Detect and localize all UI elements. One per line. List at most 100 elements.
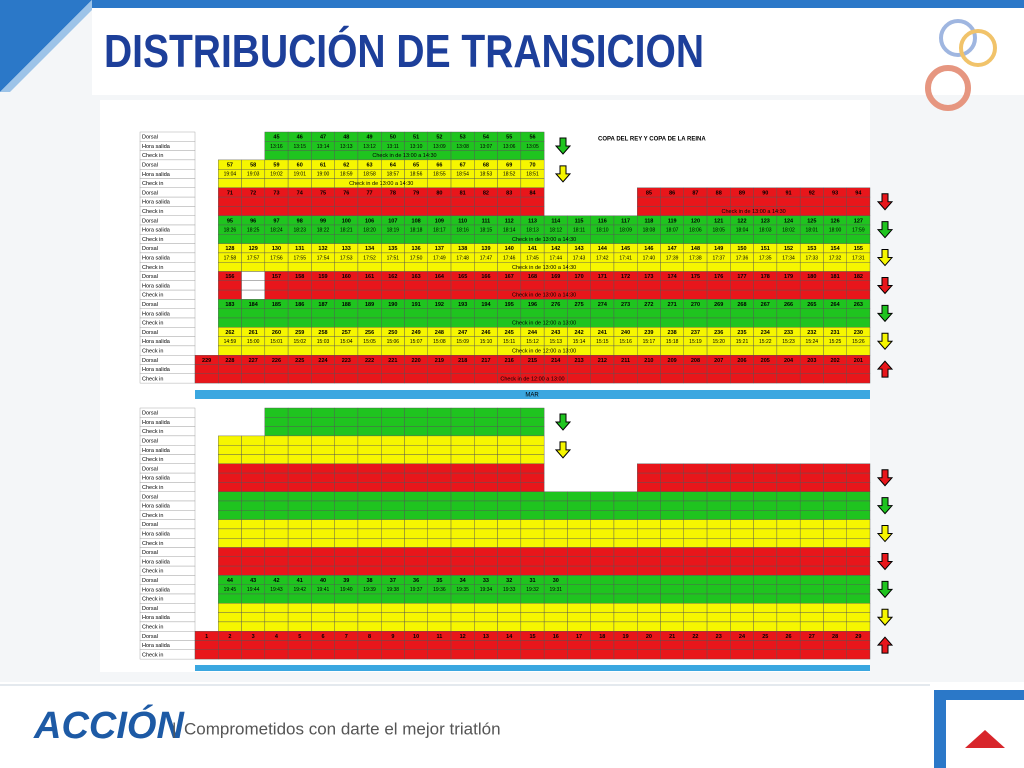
cell [520,417,545,427]
cell [218,206,242,216]
cell [311,603,335,613]
start-time: 17:37 [712,255,725,261]
cell [706,262,731,272]
cell [776,593,801,604]
dorsal: 224 [318,358,328,364]
start-time: 17:55 [293,255,306,261]
start-time: 18:21 [340,227,353,233]
dorsal: 233 [784,330,793,336]
cell [334,345,359,356]
cell [218,565,242,576]
cell [357,472,382,483]
cell [381,603,405,613]
cell [706,373,731,384]
cell [683,528,708,539]
cell [567,547,591,558]
cell [381,482,405,492]
dorsal: 221 [388,358,397,364]
cell [264,445,289,455]
cell [357,519,382,530]
cell [497,640,522,651]
cell [753,575,778,585]
dorsal: 172 [621,274,630,280]
cell [660,206,684,216]
cell [543,538,568,548]
cell [520,556,545,567]
dorsal: 210 [644,358,653,364]
cell [567,280,591,291]
dorsal: 77 [367,190,373,196]
cell [567,640,591,651]
cell [497,472,522,483]
cell [799,482,824,492]
cell [683,510,708,520]
cell [450,345,475,356]
dorsal: 217 [481,358,490,364]
cell [637,345,661,356]
cell [683,538,708,548]
cell [637,262,661,272]
dorsal: 79 [413,190,419,196]
mar-bar [195,665,870,671]
cell [427,280,452,291]
direction-arrow [554,137,572,155]
cell [637,528,661,539]
start-time: 18:08 [643,227,656,233]
row-label: Dorsal [142,330,158,336]
cell [799,575,824,585]
dorsal: 176 [714,274,723,280]
dorsal: 205 [761,358,770,364]
footer-logo [965,730,1005,748]
dorsal: 82 [483,190,489,196]
cell [311,621,335,632]
start-time: 15:25 [829,339,842,345]
cell [590,621,615,632]
dorsal: 62 [343,163,349,169]
dorsal: 150 [737,246,746,252]
dorsal: 159 [318,274,327,280]
cell [381,234,405,244]
cell [357,538,382,548]
row-label: Check in [142,485,163,491]
cell [823,510,847,520]
cell [637,584,661,595]
cell [474,317,498,328]
dorsal: 259 [295,330,304,336]
cell [311,454,335,465]
start-time: 13:05 [526,144,539,150]
cell [241,482,266,492]
cell [218,289,242,300]
cell [706,621,731,632]
start-time: 13:10 [410,144,423,150]
cell [590,317,615,328]
dorsal: 88 [716,190,722,196]
dorsal: 37 [390,578,396,584]
cell [706,289,731,300]
cell [450,547,475,558]
cell [660,262,684,272]
dorsal: 276 [551,302,560,308]
cell [311,510,335,520]
cell [404,445,428,455]
cell [287,500,312,511]
direction-arrow [554,165,572,183]
cell [218,500,242,511]
dorsal: 97 [273,218,279,224]
cell [823,280,847,291]
cell [660,519,684,530]
start-time: 19:42 [293,587,306,593]
start-time: 17:45 [526,255,539,261]
cell [776,463,801,474]
cell [450,463,475,474]
start-time: 18:06 [689,227,702,233]
direction-arrow [876,360,894,378]
start-time: 17:38 [689,255,702,261]
dorsal: 177 [737,274,746,280]
dorsal: 55 [506,135,512,141]
cell [799,565,824,576]
cell [520,528,545,539]
cell [218,547,242,558]
cell [357,510,382,520]
cell [730,234,754,244]
cell [450,280,475,291]
